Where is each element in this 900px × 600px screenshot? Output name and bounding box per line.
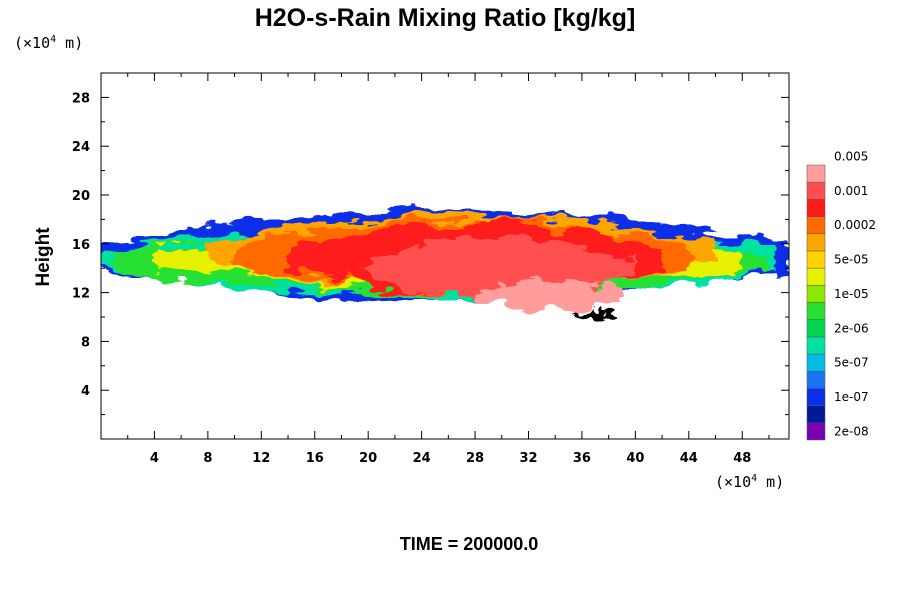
colorbar-swatch (806, 164, 826, 183)
rain-mixing-ratio-field (101, 207, 789, 323)
chart-title: H2O-s-Rain Mixing Ratio [kg/kg] (255, 4, 636, 32)
colorbar-swatch (806, 319, 826, 338)
colorbar-swatch (806, 199, 826, 217)
colorbar-swatch (806, 250, 826, 269)
y-tick-label: 16 (72, 238, 90, 253)
colorbar-swatch (806, 181, 826, 200)
y-tick-label: 12 (72, 287, 90, 302)
colorbar-label: 0.001 (834, 184, 868, 198)
y-tick-label: 8 (81, 335, 90, 350)
colorbar-label: 5e-05 (834, 253, 869, 267)
x-tick-label: 32 (519, 451, 537, 466)
colorbar-label: 2e-08 (834, 424, 869, 438)
y-tick-label: 24 (72, 140, 90, 155)
x-axis: 4 8 12 16 20 24 28 32 36 40 44 48 (127, 73, 770, 466)
colorbar-label: 1e-07 (834, 390, 869, 404)
colorbar-label: 0.005 (834, 149, 868, 163)
y-tick-label: 20 (72, 189, 90, 204)
colorbar-label: 5e-07 (834, 356, 869, 370)
x-tick-label: 48 (733, 451, 751, 466)
colorbar-swatch (806, 336, 826, 355)
colorbar-label: 1e-05 (834, 287, 869, 301)
x-tick-label: 28 (466, 451, 484, 466)
colorbar-swatch (806, 388, 826, 406)
colorbar-swatch (806, 405, 826, 424)
contour-band-level-15 (475, 277, 622, 313)
x-tick-label: 16 (306, 451, 324, 466)
colorbar-swatch (806, 353, 826, 372)
colorbar-swatch (806, 233, 826, 252)
x-tick-label: 12 (252, 451, 270, 466)
x-tick-label: 20 (359, 451, 377, 466)
x-tick-label: 8 (203, 451, 212, 466)
y-axis-unit: (×104 m) (14, 34, 83, 52)
colorbar-label: 2e-06 (834, 321, 869, 335)
colorbar-swatch (806, 216, 826, 234)
x-tick-label: 44 (680, 451, 698, 466)
time-label: TIME = 200000.0 (400, 534, 539, 554)
y-axis-label: Height (33, 227, 54, 287)
y-tick-label: 28 (72, 91, 90, 106)
colorbar-label: 0.0002 (834, 218, 876, 232)
colorbar-legend: 2e-08 1e-07 5e-07 2e-06 1e-05 5e-05 0.0002 0.00… (806, 149, 876, 441)
colorbar-swatch (806, 285, 826, 303)
x-tick-label: 24 (413, 451, 431, 466)
y-axis: 4 8 12 16 20 24 28 (72, 91, 789, 416)
y-tick-label: 4 (81, 384, 90, 399)
contour-band-level-16 (575, 307, 616, 323)
x-axis-unit: (×104 m) (715, 473, 784, 491)
colorbar-swatch (806, 371, 826, 389)
x-tick-label: 4 (150, 451, 159, 466)
plot-frame (100, 72, 790, 440)
colorbar-swatch (806, 302, 826, 320)
colorbar-swatch (806, 267, 826, 286)
colorbar-swatch (806, 422, 826, 441)
x-tick-label: 40 (626, 451, 644, 466)
x-tick-label: 36 (573, 451, 591, 466)
